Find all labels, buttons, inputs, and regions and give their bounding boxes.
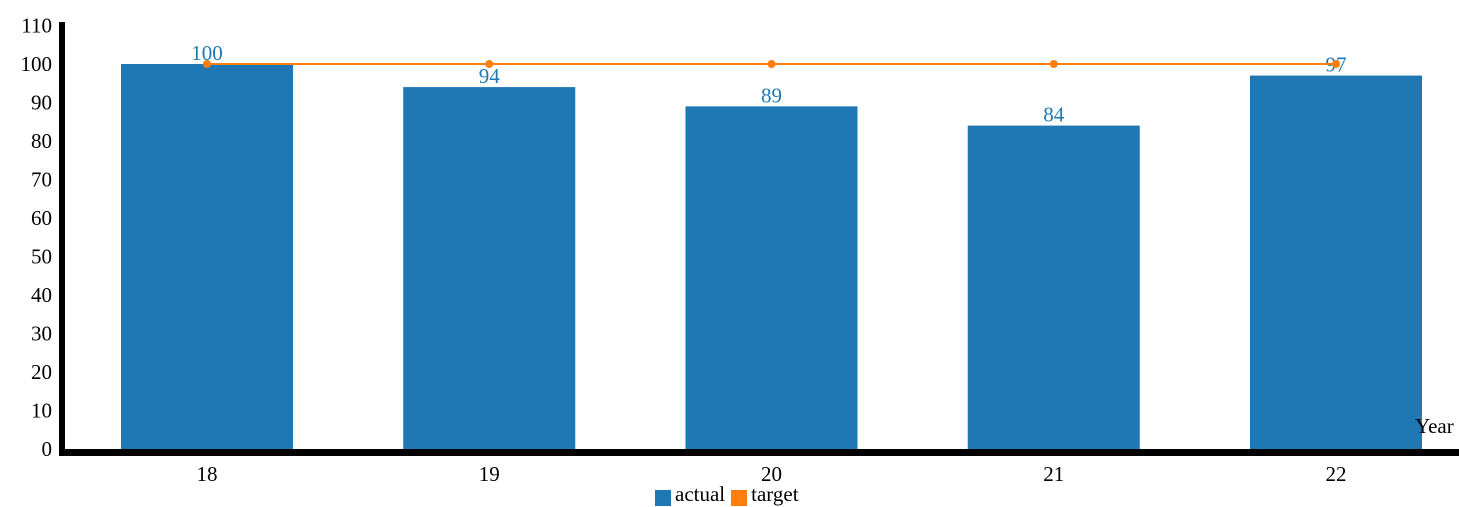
y-tick-label: 70 <box>31 168 52 192</box>
bars-actual <box>121 64 1422 450</box>
x-tick-label: 21 <box>1043 462 1064 486</box>
y-tick-label: 90 <box>31 91 52 115</box>
y-axis-ticks: 0 10 20 30 40 50 60 70 80 90 100 110 <box>21 14 53 462</box>
x-tick-label: 20 <box>761 462 782 486</box>
data-label: 94 <box>479 64 501 88</box>
legend-item-actual: actual <box>655 482 725 507</box>
y-tick-label: 20 <box>31 360 52 384</box>
legend-swatch-actual <box>655 489 671 506</box>
y-tick-label: 40 <box>31 283 52 307</box>
bar-actual <box>403 87 576 449</box>
target-point <box>767 60 776 68</box>
target-point <box>485 60 494 68</box>
legend-label-actual: actual <box>675 482 726 506</box>
bar-actual <box>1250 75 1422 450</box>
x-axis-line <box>65 449 1459 456</box>
legend-swatch-target <box>731 489 748 506</box>
data-label: 89 <box>761 83 782 107</box>
x-axis-title: Year <box>1415 414 1454 438</box>
target-point <box>1049 60 1058 68</box>
target-point <box>1332 60 1340 68</box>
line-target <box>203 60 1340 68</box>
y-tick-label: 10 <box>31 399 52 423</box>
x-tick-label: 18 <box>197 462 218 486</box>
y-tick-label: 30 <box>31 322 52 346</box>
target-point <box>203 60 211 68</box>
legend-item-target: target <box>731 482 799 507</box>
y-tick-label: 50 <box>31 245 52 269</box>
y-tick-label: 60 <box>31 206 52 230</box>
y-tick-label: 100 <box>21 52 53 76</box>
x-axis-ticks: 18 19 20 21 22 <box>197 462 1347 486</box>
x-tick-label: 19 <box>479 462 500 486</box>
y-tick-label: 80 <box>31 129 52 153</box>
bar-actual <box>121 64 293 449</box>
bar-actual <box>685 106 858 449</box>
y-tick-label: 0 <box>42 437 53 461</box>
legend-label-target: target <box>751 482 799 506</box>
data-label: 84 <box>1043 103 1065 127</box>
data-labels: 10094898497 <box>191 41 1346 127</box>
x-tick-label: 22 <box>1326 462 1347 486</box>
legend: actual target <box>655 482 805 507</box>
y-axis-line <box>59 22 65 456</box>
bar-actual <box>967 125 1140 449</box>
y-tick-label: 110 <box>21 14 52 38</box>
